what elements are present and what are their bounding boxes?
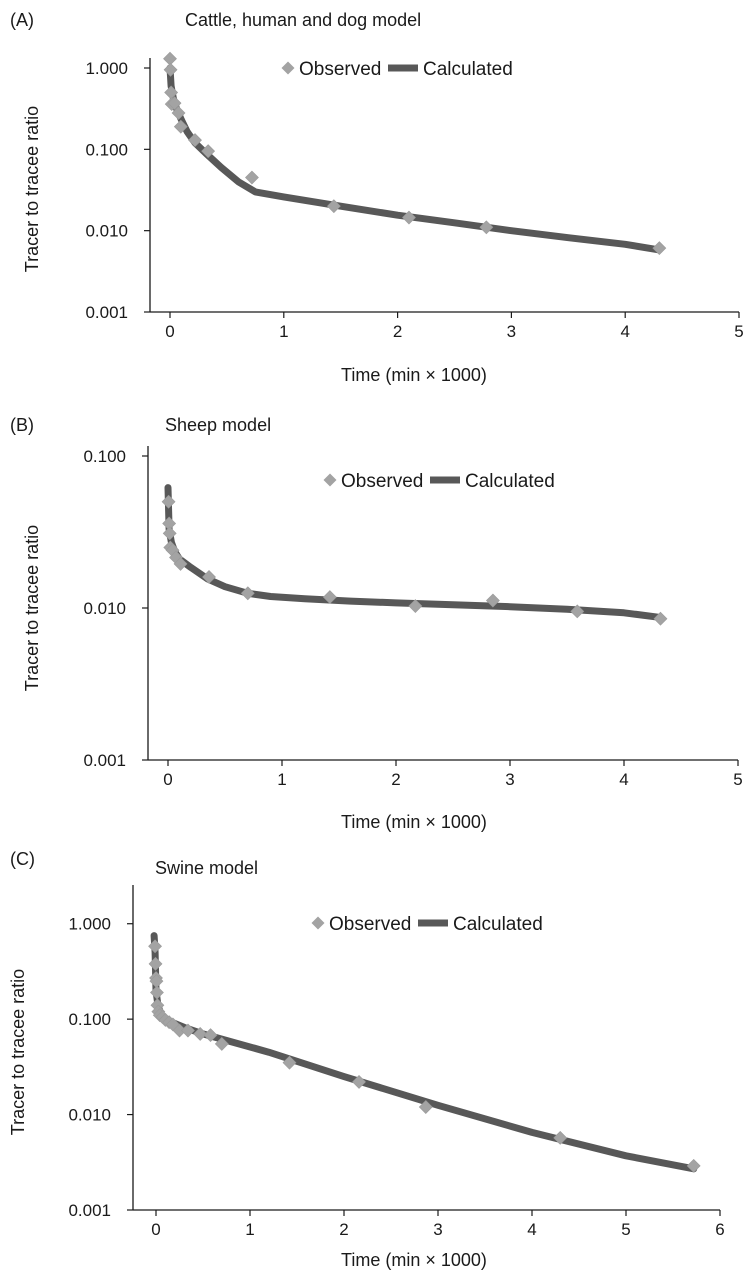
x-tick-label: 0 (165, 322, 174, 341)
x-tick-label: 2 (339, 1220, 348, 1239)
y-tick-label: 0.100 (68, 1010, 111, 1029)
observed-point (326, 199, 341, 214)
chart-panel: (B) Sheep model 0.100 0.010 0.001 0 1 2 3 4 5 Time … (10, 415, 743, 832)
y-tick-label: 0.010 (85, 222, 128, 241)
x-tick-label: 2 (393, 322, 402, 341)
observed-point (245, 170, 259, 185)
y-axis-label: Tracer to tracee ratio (22, 525, 42, 691)
x-tick-label: 2 (391, 770, 400, 789)
observed-point (240, 586, 255, 601)
observed-point (653, 611, 668, 626)
chart-title: Swine model (155, 858, 258, 878)
observed-point (203, 1028, 218, 1043)
y-axis-label: Tracer to tracee ratio (22, 106, 42, 272)
x-tick-label: 3 (433, 1220, 442, 1239)
calculated-series-line (166, 64, 663, 254)
observed-point (165, 1017, 180, 1032)
x-axis-label: Time (min × 1000) (341, 1250, 487, 1270)
observed-point (181, 1023, 195, 1038)
chart-panel: (A) Cattle, human and dog model 1.000 0.100… (10, 10, 744, 385)
observed-point (652, 241, 667, 256)
x-tick-label: 3 (505, 770, 514, 789)
observed-point (322, 590, 337, 604)
x-tick-label: 6 (715, 1220, 724, 1239)
panel-letter: (C) (10, 849, 35, 869)
x-tick-label: 5 (734, 322, 743, 341)
observed-point (352, 1074, 366, 1089)
x-axis-label: Time (min × 1000) (341, 365, 487, 385)
observed-point (163, 51, 177, 66)
x-tick-label: 4 (619, 770, 628, 789)
observed-point (163, 62, 178, 77)
chart-panel: (C) Swine model 1.000 0.100 0.010 0.001 0 1 2 3 4 5… (8, 849, 725, 1270)
x-tick-label: 0 (151, 1220, 160, 1239)
observed-point (570, 604, 585, 619)
observed-point (418, 1100, 433, 1114)
y-tick-label: 0.010 (83, 599, 126, 618)
x-tick-label: 1 (277, 770, 286, 789)
legend-observed-label: Observed (341, 471, 423, 492)
observed-point (479, 220, 494, 235)
observed-point (161, 494, 176, 509)
chart-legend: Observed Calculated (323, 471, 555, 492)
legend-observed-marker (311, 916, 325, 930)
panel-letter: (A) (10, 10, 34, 30)
legend-calculated-label: Calculated (453, 914, 543, 935)
calculated-series-line (164, 484, 662, 621)
observed-point (485, 593, 500, 608)
legend-observed-marker (323, 473, 337, 487)
observed-point (167, 96, 182, 111)
observed-point (148, 939, 162, 954)
y-tick-label: 1.000 (85, 59, 128, 78)
chart-title: Cattle, human and dog model (185, 10, 421, 30)
observed-point (282, 1055, 297, 1070)
observed-point (148, 956, 163, 971)
y-tick-label: 1.000 (68, 915, 111, 934)
observed-point (214, 1037, 229, 1051)
panel-letter: (B) (10, 415, 34, 435)
legend-observed-marker (281, 61, 295, 75)
observed-point (201, 144, 216, 159)
y-tick-label: 0.001 (85, 303, 128, 322)
observed-point (173, 119, 188, 134)
legend-calculated-label: Calculated (423, 59, 513, 80)
x-tick-label: 4 (620, 322, 629, 341)
x-tick-label: 0 (163, 770, 172, 789)
y-axis-label: Tracer to tracee ratio (8, 969, 28, 1135)
x-tick-label: 5 (621, 1220, 630, 1239)
legend-observed-label: Observed (299, 59, 381, 80)
x-tick-label: 5 (733, 770, 742, 789)
observed-point (171, 106, 186, 120)
legend-calculated-label: Calculated (465, 471, 555, 492)
y-tick-label: 0.001 (68, 1201, 111, 1220)
calculated-series-line (150, 932, 698, 1173)
x-axis-label: Time (min × 1000) (341, 812, 487, 832)
chart-legend: Observed Calculated (311, 914, 543, 935)
observed-point (202, 570, 216, 584)
chart-legend: Observed Calculated (281, 59, 513, 80)
observed-point (150, 985, 164, 1000)
observed-point (162, 526, 177, 541)
x-tick-label: 1 (245, 1220, 254, 1239)
y-tick-label: 0.100 (83, 447, 126, 466)
observed-point (408, 599, 423, 613)
y-tick-label: 0.001 (83, 751, 126, 770)
observed-point (193, 1027, 208, 1041)
observed-point (402, 210, 416, 225)
x-tick-label: 3 (507, 322, 516, 341)
x-tick-label: 4 (527, 1220, 536, 1239)
observed-point (188, 133, 202, 147)
chart-title: Sheep model (165, 415, 271, 435)
observed-point (686, 1158, 701, 1173)
observed-point (173, 556, 188, 571)
observed-point (553, 1130, 568, 1145)
y-tick-label: 0.010 (68, 1106, 111, 1125)
y-tick-label: 0.100 (85, 140, 128, 159)
x-tick-label: 1 (279, 322, 288, 341)
legend-observed-label: Observed (329, 914, 411, 935)
